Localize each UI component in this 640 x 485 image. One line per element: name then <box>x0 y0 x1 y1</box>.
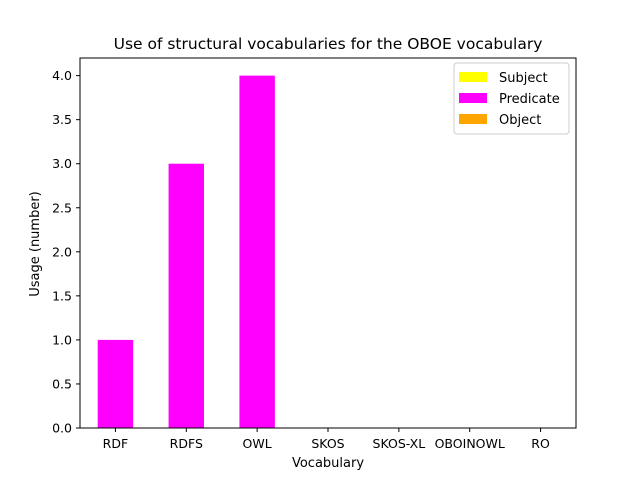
legend-swatch-predicate <box>459 93 487 103</box>
plot-area: RDF RDFS OWL SKOS SKOS-XL OBOINOWL RO 0.0 0.5 1.0… <box>52 57 577 451</box>
chart-title: Use of structural vocabularies for the O… <box>114 35 543 53</box>
y-tick-label: 4.0 <box>52 68 72 83</box>
y-tick-label: 0.0 <box>52 421 72 436</box>
bar-predicate-owl <box>239 75 275 428</box>
legend-swatch-subject <box>459 72 487 82</box>
legend-label-predicate: Predicate <box>499 92 560 107</box>
y-tick-label: 1.0 <box>52 332 72 347</box>
x-tick-label: OBOINOWL <box>435 436 505 451</box>
bar-predicate-rdf <box>97 339 134 428</box>
x-axis-label: Vocabulary <box>292 456 364 471</box>
bar-predicate-rdfs <box>168 163 204 428</box>
x-tick-label: SKOS <box>311 436 344 451</box>
y-tick-label: 0.5 <box>52 376 72 391</box>
y-tick-label: 3.5 <box>52 112 72 127</box>
y-tick-label: 2.0 <box>52 244 72 259</box>
legend-label-subject: Subject <box>499 71 548 86</box>
x-tick-label: RO <box>531 436 550 451</box>
legend: Subject Predicate Object <box>453 62 570 135</box>
x-tick-label: SKOS-XL <box>373 436 426 451</box>
x-tick-label: OWL <box>243 436 272 451</box>
x-tick-label: RDFS <box>170 436 203 451</box>
legend-label-object: Object <box>499 113 541 128</box>
y-tick-label: 3.0 <box>52 156 72 171</box>
x-tick-label: RDF <box>103 436 129 451</box>
y-axis-label: Usage (number) <box>28 191 43 297</box>
y-tick-label: 2.5 <box>52 200 72 215</box>
y-tick-label: 1.5 <box>52 288 72 303</box>
legend-swatch-object <box>459 114 487 124</box>
